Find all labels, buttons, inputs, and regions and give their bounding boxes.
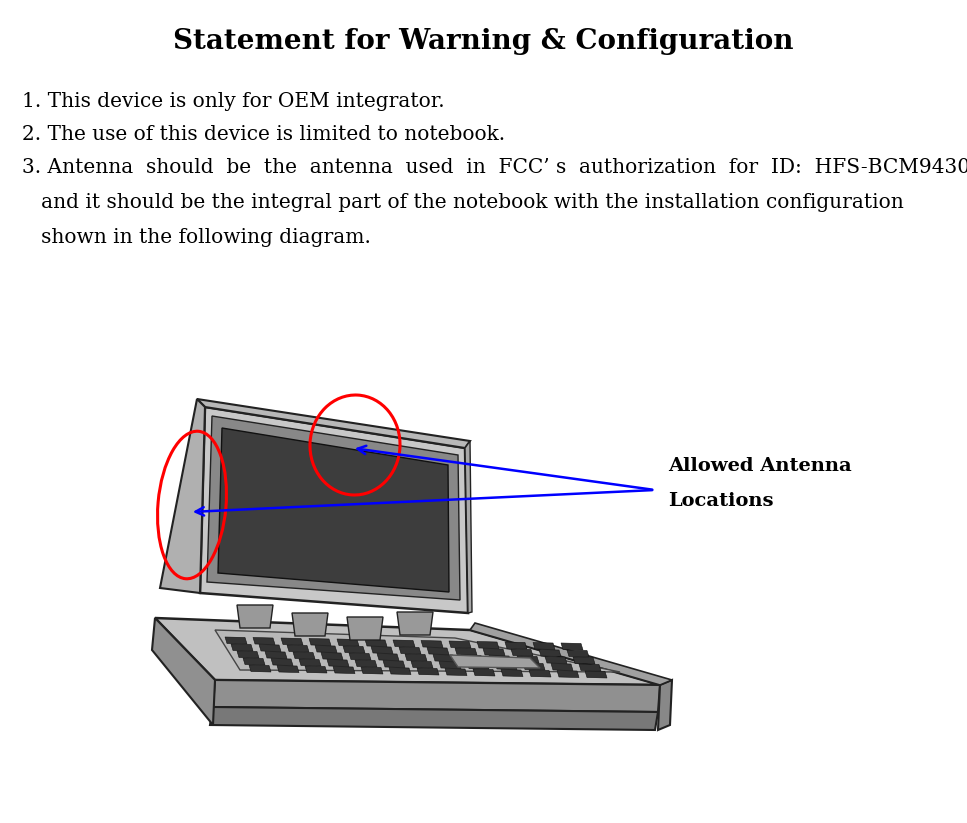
Polygon shape — [237, 651, 259, 658]
Polygon shape — [293, 652, 315, 659]
Polygon shape — [533, 643, 555, 649]
Polygon shape — [421, 640, 443, 648]
Polygon shape — [225, 637, 247, 644]
Polygon shape — [365, 639, 387, 647]
Polygon shape — [573, 657, 595, 664]
Polygon shape — [399, 647, 421, 654]
Polygon shape — [517, 656, 539, 663]
Polygon shape — [397, 612, 433, 635]
Polygon shape — [465, 441, 472, 613]
Polygon shape — [347, 617, 383, 640]
Polygon shape — [411, 661, 433, 668]
Polygon shape — [417, 668, 439, 675]
Polygon shape — [501, 669, 523, 677]
Polygon shape — [449, 641, 471, 648]
Text: Locations: Locations — [668, 492, 774, 510]
Polygon shape — [343, 646, 365, 653]
Polygon shape — [511, 649, 533, 656]
Polygon shape — [377, 653, 399, 661]
Polygon shape — [539, 649, 561, 657]
Polygon shape — [315, 645, 337, 653]
Polygon shape — [483, 649, 505, 655]
Polygon shape — [337, 639, 359, 646]
Polygon shape — [477, 641, 499, 649]
Polygon shape — [259, 644, 281, 652]
Polygon shape — [355, 660, 377, 667]
Polygon shape — [383, 661, 405, 667]
Polygon shape — [287, 645, 309, 652]
Polygon shape — [349, 653, 371, 660]
Polygon shape — [455, 648, 477, 655]
Polygon shape — [215, 630, 620, 672]
Polygon shape — [470, 623, 672, 685]
Polygon shape — [389, 667, 411, 675]
Polygon shape — [152, 618, 215, 725]
Polygon shape — [231, 644, 253, 651]
Polygon shape — [237, 605, 273, 628]
Polygon shape — [207, 416, 460, 600]
Polygon shape — [473, 669, 495, 676]
Polygon shape — [495, 663, 517, 669]
Polygon shape — [371, 647, 393, 653]
Polygon shape — [567, 650, 589, 657]
Polygon shape — [213, 680, 660, 712]
Polygon shape — [281, 638, 303, 645]
Polygon shape — [450, 655, 540, 668]
Polygon shape — [561, 643, 583, 650]
Text: 3. Antenna  should  be  the  antenna  used  in  FCC’ s  authorization  for  ID: : 3. Antenna should be the antenna used in… — [22, 158, 967, 177]
Text: 1. This device is only for OEM integrator.: 1. This device is only for OEM integrato… — [22, 92, 445, 111]
Polygon shape — [489, 655, 511, 663]
Polygon shape — [292, 613, 328, 636]
Polygon shape — [160, 399, 205, 593]
Polygon shape — [327, 659, 349, 667]
Polygon shape — [249, 665, 271, 672]
Polygon shape — [299, 659, 321, 666]
Polygon shape — [277, 666, 299, 672]
Text: Allowed Antenna: Allowed Antenna — [668, 457, 852, 475]
Text: Statement for Warning & Configuration: Statement for Warning & Configuration — [173, 28, 794, 55]
Polygon shape — [658, 680, 672, 730]
Polygon shape — [321, 653, 343, 659]
Polygon shape — [405, 654, 427, 661]
Polygon shape — [309, 639, 331, 645]
Polygon shape — [545, 657, 567, 663]
Polygon shape — [461, 655, 483, 662]
Polygon shape — [505, 642, 527, 649]
Polygon shape — [585, 671, 607, 678]
Polygon shape — [200, 407, 468, 613]
Polygon shape — [197, 399, 470, 448]
Polygon shape — [393, 640, 415, 647]
Polygon shape — [361, 667, 383, 674]
Polygon shape — [445, 668, 467, 676]
Text: shown in the following diagram.: shown in the following diagram. — [22, 228, 371, 247]
Polygon shape — [155, 618, 660, 685]
Polygon shape — [253, 638, 275, 644]
Polygon shape — [579, 664, 601, 671]
Polygon shape — [551, 663, 573, 671]
Polygon shape — [271, 658, 293, 666]
Polygon shape — [467, 662, 489, 669]
Polygon shape — [218, 428, 449, 592]
Text: 2. The use of this device is limited to notebook.: 2. The use of this device is limited to … — [22, 125, 505, 144]
Polygon shape — [557, 671, 579, 677]
Polygon shape — [439, 662, 461, 668]
Polygon shape — [265, 652, 287, 658]
Polygon shape — [433, 654, 455, 662]
Polygon shape — [529, 670, 551, 677]
Polygon shape — [210, 707, 658, 730]
Polygon shape — [427, 648, 449, 654]
Polygon shape — [333, 667, 355, 673]
Polygon shape — [523, 663, 545, 670]
Polygon shape — [305, 666, 327, 673]
Text: and it should be the integral part of the notebook with the installation configu: and it should be the integral part of th… — [22, 193, 904, 212]
Polygon shape — [243, 658, 265, 665]
